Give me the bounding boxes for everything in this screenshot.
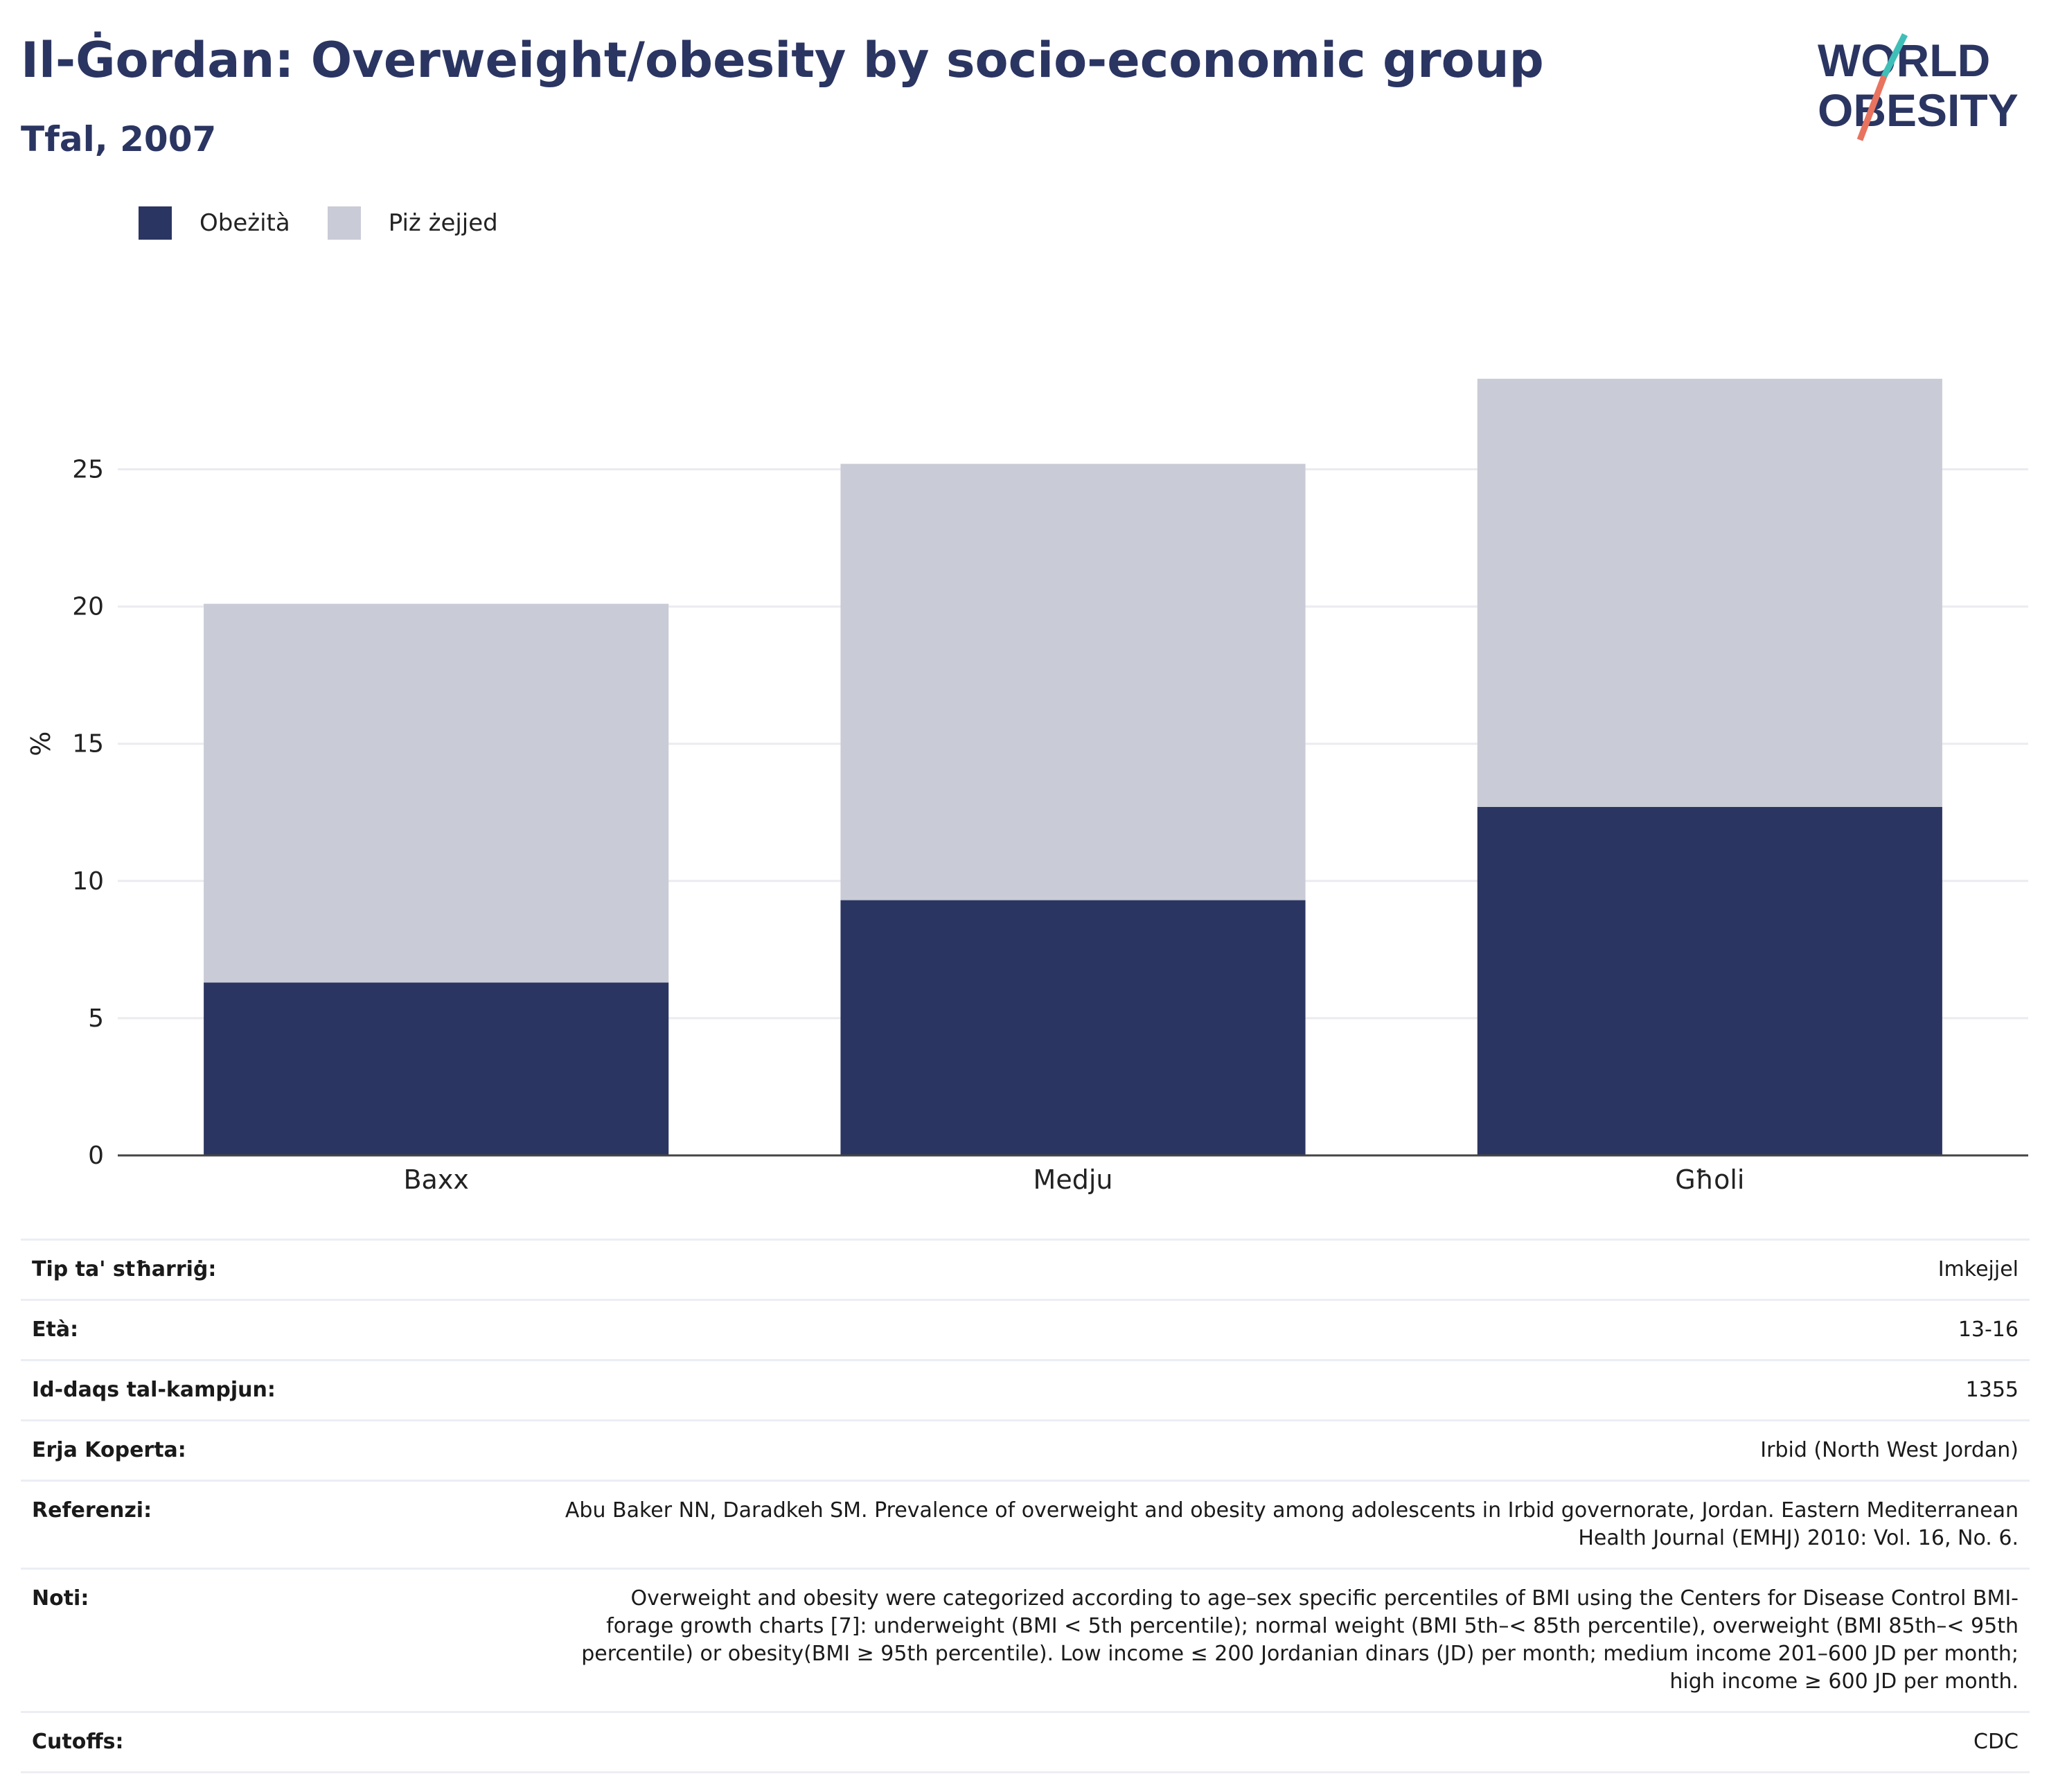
y-tick-label: 25 — [72, 456, 104, 484]
chart-subtitle: Tfal, 2007 — [21, 119, 217, 159]
y-axis-label: % — [26, 731, 56, 756]
bar-overweight — [204, 603, 669, 983]
bar-chart: 0 5 10 15 20 25% Baxx Medju Għoli — [26, 378, 2028, 1195]
legend-swatch-overweight — [327, 206, 361, 240]
x-tick-label: Għoli — [1675, 1164, 1744, 1195]
details-key: Cutoffs: — [32, 1730, 124, 1754]
logo-slash-red — [1856, 75, 1888, 141]
bar-obesity — [1477, 806, 1942, 1155]
bar-obesity — [840, 900, 1306, 1155]
y-tick-label: 10 — [72, 867, 104, 896]
world-obesity-logo: WORLD OBESITY — [1818, 33, 2019, 141]
details-row: Id-daqs tal-kampjun: 1355 — [21, 1359, 2030, 1419]
details-value: 13-16 — [1958, 1318, 2019, 1342]
details-table: Tip ta' stħarriġ: Imkejjel Età: 13-16 Id-daq… — [21, 1239, 2030, 1773]
y-tick-label: 20 — [72, 593, 104, 621]
details-key: Id-daqs tal-kampjun: — [32, 1378, 276, 1402]
details-row: Referenzi: Abu Baker NN, Daradkeh SM. Pre… — [21, 1480, 2030, 1568]
legend-label-obesity: Obeżità — [199, 209, 290, 237]
logo-slash-teal — [1881, 33, 1908, 78]
details-row: Cutoffs: CDC — [21, 1711, 2030, 1773]
logo-line2: OBESITY — [1818, 85, 2019, 136]
details-key: Referenzi: — [32, 1498, 152, 1523]
legend-item-obesity[interactable]: Obeżità — [139, 206, 290, 240]
bar-obesity — [204, 982, 669, 1155]
details-row: Erja Koperta: Irbid (North West Jordan) — [21, 1419, 2030, 1480]
legend-label-overweight: Piż żejjed — [388, 209, 498, 237]
legend-swatch-obesity — [139, 206, 172, 240]
details-key: Età: — [32, 1318, 79, 1342]
details-row: Noti: Overweight and obesity were categor… — [21, 1568, 2030, 1711]
bar-overweight — [1477, 378, 1942, 807]
details-key: Erja Koperta: — [32, 1438, 186, 1462]
x-tick-label: Medju — [1034, 1164, 1113, 1195]
details-row: Età: 13-16 — [21, 1299, 2030, 1359]
y-tick-label: 0 — [88, 1142, 104, 1170]
x-tick-label: Baxx — [403, 1164, 468, 1195]
y-tick-label: 15 — [72, 730, 104, 759]
legend-item-overweight[interactable]: Piż żejjed — [327, 206, 498, 240]
details-value: 1355 — [1965, 1378, 2019, 1402]
details-value: Overweight and obesity were categorized … — [581, 1586, 2019, 1694]
details-key: Tip ta' stħarriġ: — [32, 1257, 217, 1281]
bar-overweight — [840, 463, 1306, 901]
details-value: CDC — [1973, 1730, 2019, 1754]
details-value: Imkejjel — [1937, 1257, 2019, 1281]
y-tick-label: 5 — [88, 1004, 104, 1033]
chart-title: Il-Ġordan: Overweight/obesity by socio-e… — [21, 32, 1544, 89]
details-value: Irbid (North West Jordan) — [1760, 1438, 2019, 1462]
details-row: Tip ta' stħarriġ: Imkejjel — [21, 1239, 2030, 1299]
details-value: Abu Baker NN, Daradkeh SM. Prevalence of… — [565, 1498, 2019, 1550]
legend: Obeżità Piż żejjed — [139, 206, 535, 240]
details-key: Noti: — [32, 1586, 89, 1611]
